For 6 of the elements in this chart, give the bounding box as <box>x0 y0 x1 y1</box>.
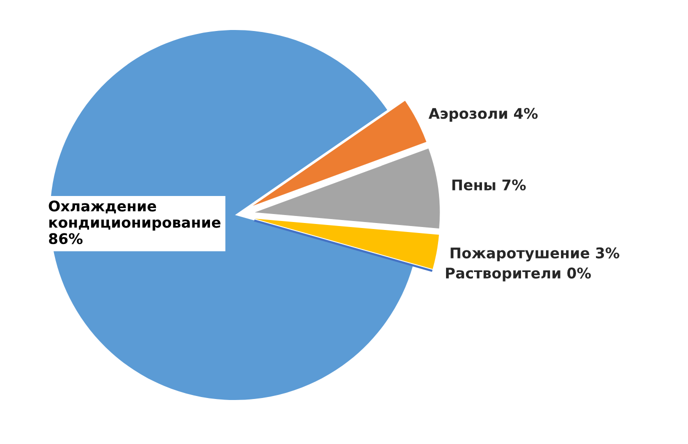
category-label: Растворители 0% <box>446 268 591 282</box>
slice-label: Аэрозоли 4% <box>428 108 538 122</box>
slice-label: Охлаждение кондиционирование <box>48 200 220 231</box>
slice-label: Пожаротушение 3% <box>450 247 620 262</box>
data-label: 86% <box>48 233 83 244</box>
slice-label: Пены 7% <box>452 179 526 190</box>
